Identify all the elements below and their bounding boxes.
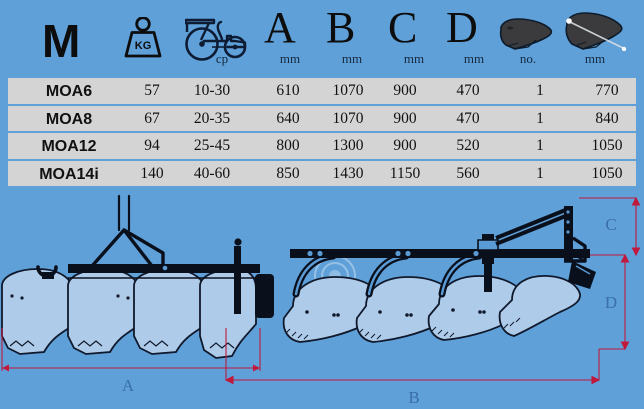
svg-text:B: B	[408, 388, 419, 407]
svg-text:D: D	[605, 293, 617, 312]
svg-text:C: C	[605, 215, 616, 234]
svg-text:A: A	[122, 376, 135, 395]
svg-text:KG: KG	[135, 40, 152, 52]
